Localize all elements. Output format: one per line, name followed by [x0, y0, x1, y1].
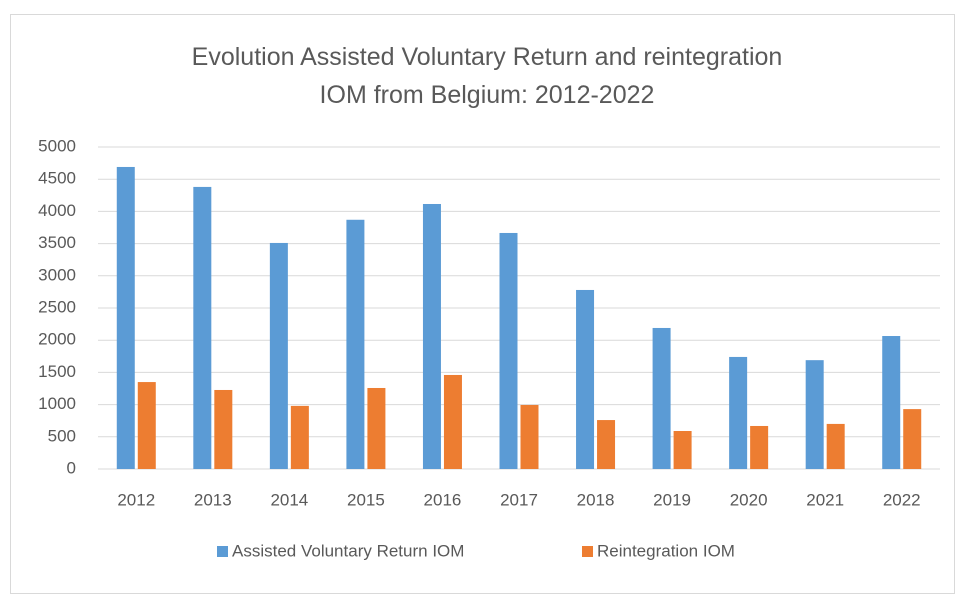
- bar: [520, 404, 539, 469]
- bar: [826, 423, 845, 469]
- bar: [269, 242, 288, 469]
- bar: [346, 219, 365, 469]
- chart-title: Evolution Assisted Voluntary Return and …: [191, 43, 783, 109]
- legend-label: Assisted Voluntary Return IOM: [232, 541, 464, 560]
- bar: [193, 186, 212, 470]
- x-tick-label: 2020: [730, 490, 768, 509]
- y-tick-label: 2000: [38, 330, 76, 349]
- bar: [576, 289, 595, 469]
- bar: [882, 336, 901, 469]
- bar: [750, 425, 769, 469]
- bar: [367, 387, 386, 469]
- bar: [422, 203, 441, 469]
- y-tick-label: 500: [48, 426, 76, 445]
- bar: [214, 389, 233, 469]
- bar: [597, 420, 616, 469]
- bar: [673, 431, 692, 469]
- x-tick-label: 2014: [270, 490, 308, 509]
- legend-swatch: [217, 546, 228, 557]
- x-tick-label: 2018: [577, 490, 615, 509]
- y-tick-label: 3000: [38, 265, 76, 284]
- y-tick-label: 3500: [38, 233, 76, 252]
- x-tick-label: 2022: [883, 490, 921, 509]
- legend-swatch: [582, 546, 593, 557]
- bar: [443, 374, 462, 469]
- bar: [499, 232, 518, 469]
- x-tick-label: 2021: [806, 490, 844, 509]
- y-tick-label: 4000: [38, 201, 76, 220]
- bar: [652, 327, 671, 469]
- bar: [903, 409, 922, 469]
- x-tick-label: 2015: [347, 490, 385, 509]
- x-tick-label: 2012: [117, 490, 155, 509]
- bar: [290, 405, 309, 469]
- y-tick-label: 2500: [38, 297, 76, 316]
- y-tick-label: 5000: [38, 136, 76, 155]
- bar: [729, 356, 748, 469]
- x-tick-label: 2013: [194, 490, 232, 509]
- legend-label: Reintegration IOM: [597, 541, 735, 560]
- bar: [116, 166, 135, 470]
- x-tick-label: 2016: [424, 490, 462, 509]
- y-tick-label: 1500: [38, 362, 76, 381]
- x-tick-label: 2019: [653, 490, 691, 509]
- y-tick-label: 0: [67, 458, 76, 477]
- x-tick-label: 2017: [500, 490, 538, 509]
- bar: [137, 382, 156, 469]
- y-tick-label: 1000: [38, 394, 76, 413]
- bar: [805, 360, 824, 469]
- y-tick-label: 4500: [38, 169, 76, 188]
